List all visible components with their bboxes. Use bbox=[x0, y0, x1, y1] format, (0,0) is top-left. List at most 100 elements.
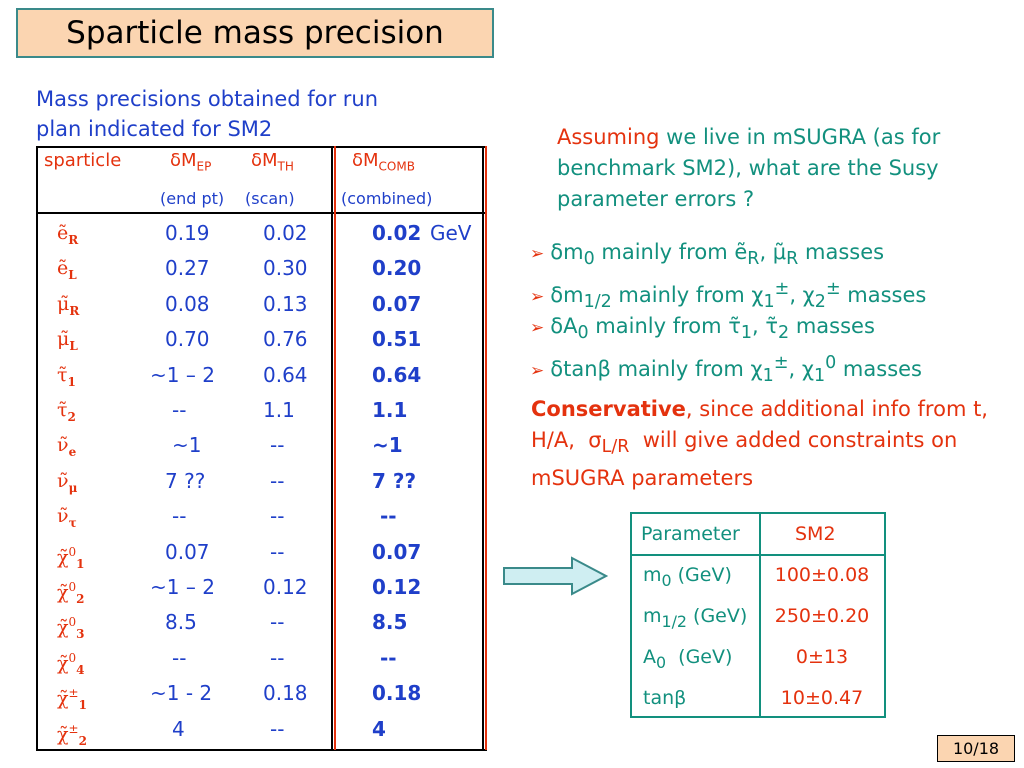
sparticle-symbol: ν̃ bbox=[57, 434, 69, 456]
cell-dm-comb: 0.07 bbox=[372, 540, 422, 564]
sparticle-sub: e bbox=[68, 444, 77, 459]
param-value: 10±0.47 bbox=[780, 687, 864, 709]
header-dm-ep: δMEP bbox=[170, 150, 212, 174]
sparticle-symbol: χ̃ bbox=[57, 687, 69, 710]
sparticle-sub: L bbox=[69, 338, 78, 353]
sparticle-symbol: χ̃ bbox=[57, 581, 69, 604]
sparticle-symbol: ẽ bbox=[57, 257, 69, 279]
cell-dm-comb: -- bbox=[380, 504, 397, 528]
sparticle-name: μ̃L bbox=[57, 327, 78, 358]
sparticle-sub: 2 bbox=[76, 592, 85, 607]
cell-dm-th: 0.12 bbox=[263, 575, 308, 599]
table-divider-red-1 bbox=[334, 146, 336, 750]
sparticle-symbol: μ̃ bbox=[57, 328, 70, 350]
cell-dm-th: -- bbox=[270, 610, 285, 634]
cell-dm-th: 0.76 bbox=[263, 327, 308, 351]
cell-dm-th: 0.64 bbox=[263, 363, 308, 387]
bullet-text: δm0 mainly from ẽR, μ̃R masses bbox=[550, 240, 885, 270]
bullet-arrow-icon: ➢ bbox=[530, 318, 545, 338]
cell-dm-comb: 0.20 bbox=[372, 256, 422, 280]
header-dm-th: δMTH bbox=[251, 150, 294, 174]
intro-line-1: Mass precisions obtained for run bbox=[36, 87, 379, 111]
bullet-item: ➢ δtanβ mainly from χ1±, χ10 masses bbox=[530, 347, 1010, 386]
sparticle-symbol: ν̃ bbox=[57, 505, 69, 527]
sparticle-name: χ̃±2 bbox=[57, 717, 87, 753]
parameter-table: Parameter SM2 m0 (GeV) 100±0.08 m1/2 (GeV)… bbox=[630, 512, 886, 718]
cell-dm-comb: 0.12 bbox=[372, 575, 422, 599]
cell-dm-ep: -- bbox=[172, 504, 187, 528]
cell-dm-comb: 0.07 bbox=[372, 292, 422, 316]
sparticle-sup: ± bbox=[68, 686, 79, 700]
conservative-lead: Conservative bbox=[531, 397, 686, 421]
slide-number: 10/18 bbox=[937, 735, 1015, 762]
sparticle-name: ν̃μ bbox=[57, 469, 77, 500]
sparticle-symbol: ν̃ bbox=[57, 470, 69, 492]
sparticle-sub: 4 bbox=[76, 663, 85, 678]
cell-dm-comb: 0.51 bbox=[372, 327, 422, 351]
cell-dm-comb: 8.5 bbox=[372, 610, 408, 634]
param-name: tanβ bbox=[643, 687, 687, 709]
cell-dm-th: -- bbox=[270, 469, 285, 493]
sparticle-symbol: τ̃ bbox=[57, 399, 68, 421]
table-header-divider bbox=[36, 212, 487, 214]
cell-dm-th: 0.18 bbox=[263, 681, 308, 705]
param-header-parameter: Parameter bbox=[641, 523, 740, 545]
cell-dm-ep: ~1 – 2 bbox=[150, 363, 215, 387]
intro-text: Mass precisions obtained for run plan in… bbox=[36, 84, 466, 144]
sparticle-sub: L bbox=[68, 267, 77, 282]
sparticle-symbol: χ̃ bbox=[57, 652, 69, 675]
sparticle-name: χ̃±1 bbox=[57, 681, 87, 717]
cell-dm-comb: 0.64 bbox=[372, 363, 422, 387]
param-table-header-divider bbox=[632, 554, 884, 556]
sparticle-name: χ̃02 bbox=[57, 575, 85, 611]
param-header-sm2: SM2 bbox=[795, 523, 836, 545]
cell-dm-th: -- bbox=[270, 540, 285, 564]
assuming-rest: we live in mSUGRA (as for benchmark SM2)… bbox=[557, 125, 941, 211]
cell-dm-comb: -- bbox=[380, 646, 397, 670]
bullet-text: δA0 mainly from τ̃1, τ̃2 masses bbox=[550, 314, 875, 344]
table-top-border bbox=[36, 146, 487, 148]
sparticle-name: ẽR bbox=[57, 221, 78, 252]
table-divider-black-2 bbox=[482, 146, 484, 750]
sparticle-sub: τ bbox=[68, 515, 77, 530]
sparticle-sub: 2 bbox=[78, 734, 87, 749]
intro-line-2: plan indicated for SM2 bbox=[36, 117, 273, 141]
table-left-border bbox=[36, 146, 38, 750]
conservative-text: Conservative, since additional info from… bbox=[531, 394, 1001, 494]
sparticle-symbol: χ̃ bbox=[57, 723, 69, 746]
sparticle-name: ẽL bbox=[57, 256, 77, 287]
sparticle-sup: ± bbox=[68, 722, 79, 736]
cell-dm-ep: 7 ?? bbox=[165, 469, 206, 493]
cell-dm-th: 0.02 bbox=[263, 221, 308, 245]
bullet-arrow-icon: ➢ bbox=[530, 361, 545, 381]
header-sparticle: sparticle bbox=[44, 150, 122, 171]
cell-dm-ep: ~1 – 2 bbox=[150, 575, 215, 599]
assuming-lead: Assuming bbox=[557, 125, 660, 149]
cell-dm-ep: 4 bbox=[172, 717, 185, 741]
cell-dm-ep: ~1 - 2 bbox=[150, 681, 213, 705]
sparticle-sup: 0 bbox=[68, 545, 77, 559]
cell-dm-th: 1.1 bbox=[263, 398, 295, 422]
cell-dm-th: 0.30 bbox=[263, 256, 308, 280]
sparticle-sub: 1 bbox=[67, 374, 76, 389]
cell-dm-comb: 0.02 bbox=[372, 221, 422, 245]
param-value: 250±0.20 bbox=[774, 605, 870, 627]
param-name: A0 (GeV) bbox=[643, 646, 733, 672]
sparticle-name: ν̃e bbox=[57, 433, 76, 464]
sparticle-sub: 1 bbox=[76, 557, 85, 572]
sparticle-symbol: μ̃ bbox=[57, 293, 70, 315]
cell-dm-th: -- bbox=[270, 504, 285, 528]
sparticle-name: τ̃1 bbox=[57, 363, 76, 394]
cell-dm-th: -- bbox=[270, 717, 285, 741]
bullet-item: ➢ δA0 mainly from τ̃1, τ̃2 masses bbox=[530, 310, 1010, 347]
sparticle-sup: 0 bbox=[68, 615, 77, 629]
bullet-arrow-icon: ➢ bbox=[530, 287, 545, 307]
bullet-list: ➢ δm0 mainly from ẽR, μ̃R masses ➢ δm1/2 ma… bbox=[530, 236, 1010, 386]
table-divider-black-1 bbox=[331, 146, 333, 750]
subheader-ep: (end pt) bbox=[160, 189, 225, 208]
cell-dm-th: -- bbox=[270, 646, 285, 670]
conservative-rest: , since additional info from t, H/A, σL/… bbox=[531, 397, 995, 491]
sparticle-sup: 0 bbox=[68, 580, 77, 594]
param-value: 0±13 bbox=[795, 646, 849, 668]
bullet-text: δm1/2 mainly from χ1±, χ2± masses bbox=[550, 279, 927, 313]
